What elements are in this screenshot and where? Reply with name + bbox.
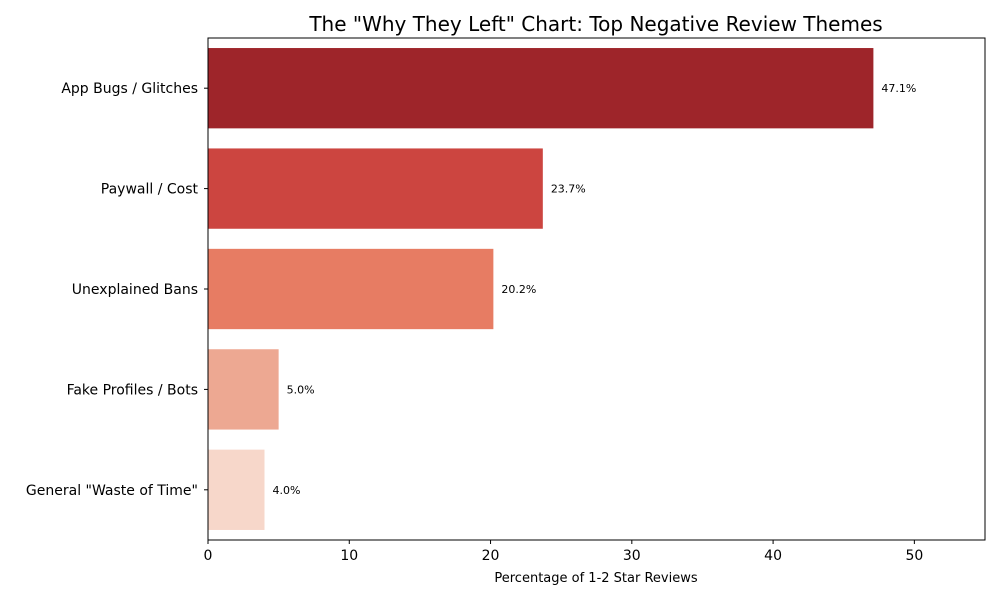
plot-frame — [207, 37, 986, 541]
x-tick-label: 10 — [340, 548, 358, 564]
x-tick-label: 30 — [623, 548, 641, 564]
data-label: 20.2% — [501, 283, 536, 296]
x-tick-label: 20 — [482, 548, 500, 564]
bar — [208, 349, 279, 430]
y-tick-label: Unexplained Bans — [72, 282, 198, 298]
y-tick-label: Fake Profiles / Bots — [67, 382, 198, 398]
x-axis-label: Percentage of 1-2 Star Reviews — [494, 571, 697, 586]
bar — [208, 449, 265, 530]
bar — [208, 148, 543, 229]
data-label: 23.7% — [551, 183, 586, 196]
y-tick-label: General "Waste of Time" — [26, 483, 198, 499]
data-label: 5.0% — [287, 383, 315, 396]
y-tick-label: Paywall / Cost — [101, 182, 199, 198]
x-tick-label: 0 — [204, 548, 213, 564]
chart-title: The "Why They Left" Chart: Top Negative … — [308, 12, 882, 36]
x-tick-label: 50 — [905, 548, 923, 564]
y-tick-label: App Bugs / Glitches — [61, 81, 198, 97]
bar — [208, 48, 874, 129]
data-label: 47.1% — [881, 82, 916, 95]
bar — [208, 248, 494, 330]
x-tick-label: 40 — [764, 548, 782, 564]
data-label: 4.0% — [273, 484, 301, 497]
